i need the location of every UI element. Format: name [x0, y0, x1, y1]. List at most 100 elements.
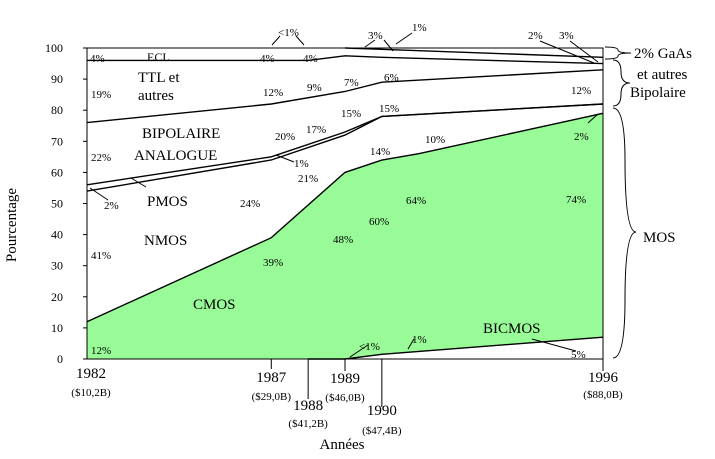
y-tick-label: 90 [51, 72, 63, 86]
leader-gaas-1996b [569, 40, 599, 63]
x-tick-value: ($47,4B) [362, 425, 402, 437]
y-tick-label: 80 [51, 103, 63, 117]
anno-ttl-2: 9% [307, 82, 322, 94]
annotations-pmos: 2% 1% [104, 158, 309, 212]
anno-pmos-1: 1% [294, 158, 309, 170]
label-bicmos: BICMOS [483, 321, 541, 337]
annotations-ttl: 19% 12% 9% 7% 6% 12% [91, 72, 591, 101]
anno-bicmos-0: <1% [359, 341, 380, 353]
anno-cmos-3: 60% [369, 216, 389, 228]
anno-bipolar-4: 15% [379, 103, 399, 115]
anno-gaas-2: 1% [412, 22, 427, 34]
boundary-ttl-top [86, 69, 604, 124]
anno-nmos-4: 10% [425, 134, 445, 146]
leader-gaas-1996a [539, 40, 595, 64]
anno-bipolar-2: 17% [306, 124, 326, 136]
anno-cmos-1: 39% [263, 257, 283, 269]
leader-pmos-1987 [275, 154, 295, 163]
side-label-gaas-2: et autres [637, 67, 688, 83]
y-tick-label: 70 [51, 134, 63, 148]
leader-pmos-1982 [89, 187, 109, 201]
y-tick-label: 20 [51, 290, 63, 304]
x-tick-year: 1990 [367, 403, 397, 419]
leader-pmos-curve [130, 177, 147, 188]
x-axis-title: Années [320, 437, 365, 453]
anno-bicmos-2: 5% [571, 349, 586, 361]
label-ecl: ECL [147, 50, 170, 64]
x-tick-year: 1988 [293, 398, 323, 414]
leader-gaas-1990 [395, 32, 413, 45]
boundary-bipolar-analog-top [86, 103, 604, 186]
anno-ttl-3: 7% [344, 77, 359, 89]
annotations-ecl: 4% 4% 4% [90, 53, 318, 65]
side-label-gaas-3: Bipolaire [630, 85, 686, 101]
anno-bipolar-3: 15% [341, 108, 361, 120]
x-tick-year: 1987 [256, 370, 287, 386]
label-ttl-1: TTL et [138, 70, 180, 86]
anno-cmos-5: 74% [566, 194, 586, 206]
brace-gaas [604, 46, 632, 60]
x-tick-value: ($29,0B) [252, 391, 292, 403]
lines-layer [86, 47, 604, 360]
side-label-mos: MOS [643, 230, 676, 246]
anno-nmos-5: 2% [574, 131, 589, 143]
annotations-gaas: <1% 3% 1% 2% 3% [278, 22, 574, 42]
anno-ttl-5: 12% [571, 85, 591, 97]
label-bipolar-1: BIPOLAIRE [142, 126, 220, 142]
leader-nmos-1996 [587, 113, 599, 124]
leader-lines [89, 32, 599, 358]
annotations-nmos: 41% 24% 21% 14% 10% 2% [91, 131, 589, 262]
anno-bicmos-1: 1% [412, 334, 427, 346]
leader-bicmos-1990 [407, 338, 415, 350]
brace-bipolar [612, 59, 631, 107]
brace-mos [612, 107, 637, 359]
anno-ttl-0: 19% [91, 89, 111, 101]
anno-nmos-2: 21% [298, 173, 318, 185]
x-tick-value: ($88,0B) [583, 389, 623, 401]
anno-gaas-3: 2% [528, 30, 543, 42]
y-tick-label: 30 [51, 259, 63, 273]
anno-pmos-0: 2% [104, 200, 119, 212]
leader-bicmos-1989 [349, 344, 369, 358]
x-tick-value: ($46,0B) [325, 392, 365, 404]
label-pmos: PMOS [147, 194, 188, 210]
y-tick-label: 10 [51, 321, 63, 335]
y-axis-title: Pourcentage [4, 188, 20, 262]
x-tick-value: ($10,2B) [71, 387, 111, 399]
right-braces [604, 46, 637, 359]
anno-cmos-0: 12% [91, 345, 111, 357]
label-bipolar-2: ANALOGUE [134, 148, 217, 164]
label-ttl-2: autres [138, 88, 174, 104]
leader-gaas-1982 [271, 35, 305, 46]
anno-nmos-1: 24% [240, 198, 260, 210]
anno-ttl-4: 6% [384, 72, 399, 84]
y-tick-label: 60 [51, 165, 63, 179]
y-tick-label: 100 [45, 41, 63, 55]
anno-gaas-1: 3% [368, 30, 383, 42]
anno-bipolar-0: 22% [91, 152, 111, 164]
y-tick-label: 0 [57, 352, 63, 366]
y-tick-label: 50 [51, 197, 63, 211]
anno-bipolar-1: 20% [275, 131, 295, 143]
axes-layer: 0 10 20 30 40 50 60 70 80 90 100 1982 ($10,2B) 1987 ($… [45, 41, 623, 437]
anno-ecl-1: 4% [260, 53, 275, 65]
annotations-bipolar-analog: 22% 20% 17% 15% 15% [91, 103, 399, 164]
leader-gaas-1989 [364, 39, 394, 52]
anno-nmos-3: 14% [370, 146, 390, 158]
anno-gaas-0: <1% [278, 27, 299, 39]
fill-layer [87, 113, 603, 359]
anno-nmos-0: 41% [91, 250, 111, 262]
y-tick-label: 40 [51, 228, 63, 242]
boundary-cmos-top [86, 112, 604, 323]
boundary-gaas-top [344, 47, 604, 58]
leader-bicmos-1996 [531, 338, 577, 352]
anno-cmos-2: 48% [333, 234, 353, 246]
anno-ttl-1: 12% [263, 87, 283, 99]
boundary-ecl-top [87, 55, 604, 65]
anno-ecl-2: 4% [303, 53, 318, 65]
anno-cmos-4: 64% [406, 195, 426, 207]
label-cmos: CMOS [193, 297, 236, 313]
x-tick-year: 1989 [330, 371, 360, 387]
anno-ecl-0: 4% [90, 53, 105, 65]
